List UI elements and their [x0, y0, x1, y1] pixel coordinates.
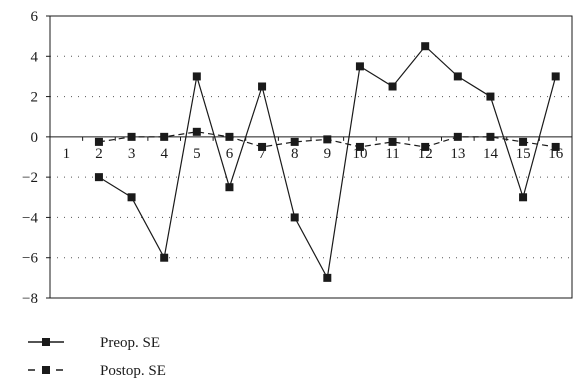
x-tick-label: 1: [63, 146, 71, 162]
legend: Preop. SE Postop. SE: [28, 335, 166, 379]
y-tick-label: −4: [22, 210, 38, 226]
data-point: [95, 173, 103, 181]
x-tick-label: 15: [516, 146, 531, 162]
data-point: [225, 183, 233, 191]
x-tick-label: 14: [483, 146, 499, 162]
legend-item-preop: Preop. SE: [28, 335, 160, 351]
data-point: [519, 138, 527, 146]
data-point: [291, 138, 299, 146]
x-tick-label: 4: [160, 146, 168, 162]
y-tick-label: −2: [22, 170, 38, 186]
data-point: [454, 133, 462, 141]
y-tick-labels: 6 4 2 0 −2 −4 −6 −8: [22, 9, 38, 307]
x-tick-label: 2: [95, 146, 103, 162]
data-point: [421, 42, 429, 50]
data-point: [356, 143, 364, 151]
legend-marker-postop: [42, 366, 50, 374]
x-tick-label: 11: [385, 146, 399, 162]
data-point: [552, 143, 560, 151]
data-point: [95, 138, 103, 146]
legend-label-postop: Postop. SE: [100, 363, 166, 379]
data-point: [128, 193, 136, 201]
data-point: [552, 72, 560, 80]
data-point: [323, 274, 331, 282]
data-point: [486, 133, 494, 141]
data-point: [486, 93, 494, 101]
data-point: [291, 213, 299, 221]
data-point: [519, 193, 527, 201]
data-point: [258, 143, 266, 151]
data-point: [193, 128, 201, 136]
x-tick-label: 5: [193, 146, 201, 162]
x-tick-label: 9: [324, 146, 332, 162]
series-layer: [95, 42, 560, 282]
y-tick-label: −8: [22, 291, 38, 307]
data-point: [389, 83, 397, 91]
data-point: [128, 133, 136, 141]
data-point: [258, 83, 266, 91]
data-point: [454, 72, 462, 80]
data-point: [389, 138, 397, 146]
data-point: [160, 254, 168, 262]
y-tick-label: 6: [31, 9, 39, 25]
data-point: [421, 143, 429, 151]
series-line: [99, 46, 556, 278]
series-preop: [95, 42, 560, 282]
y-tick-label: −6: [22, 251, 38, 267]
data-point: [225, 133, 233, 141]
y-tick-label: 0: [31, 130, 39, 146]
x-tick-label: 6: [226, 146, 234, 162]
data-point: [193, 72, 201, 80]
y-tick-label: 2: [31, 90, 39, 106]
x-tick-label: 13: [450, 146, 465, 162]
y-tick-label: 4: [31, 49, 39, 65]
legend-item-postop: Postop. SE: [28, 363, 166, 379]
x-tick-label: 8: [291, 146, 299, 162]
x-tick-labels: 1 2 3 4 5 6 7 8 9 10 11 12 13 14 15 16: [63, 146, 564, 162]
x-tick-label: 3: [128, 146, 136, 162]
data-point: [356, 62, 364, 70]
legend-label-preop: Preop. SE: [100, 335, 160, 351]
data-point: [323, 135, 331, 143]
legend-marker-preop: [42, 338, 50, 346]
data-point: [160, 133, 168, 141]
